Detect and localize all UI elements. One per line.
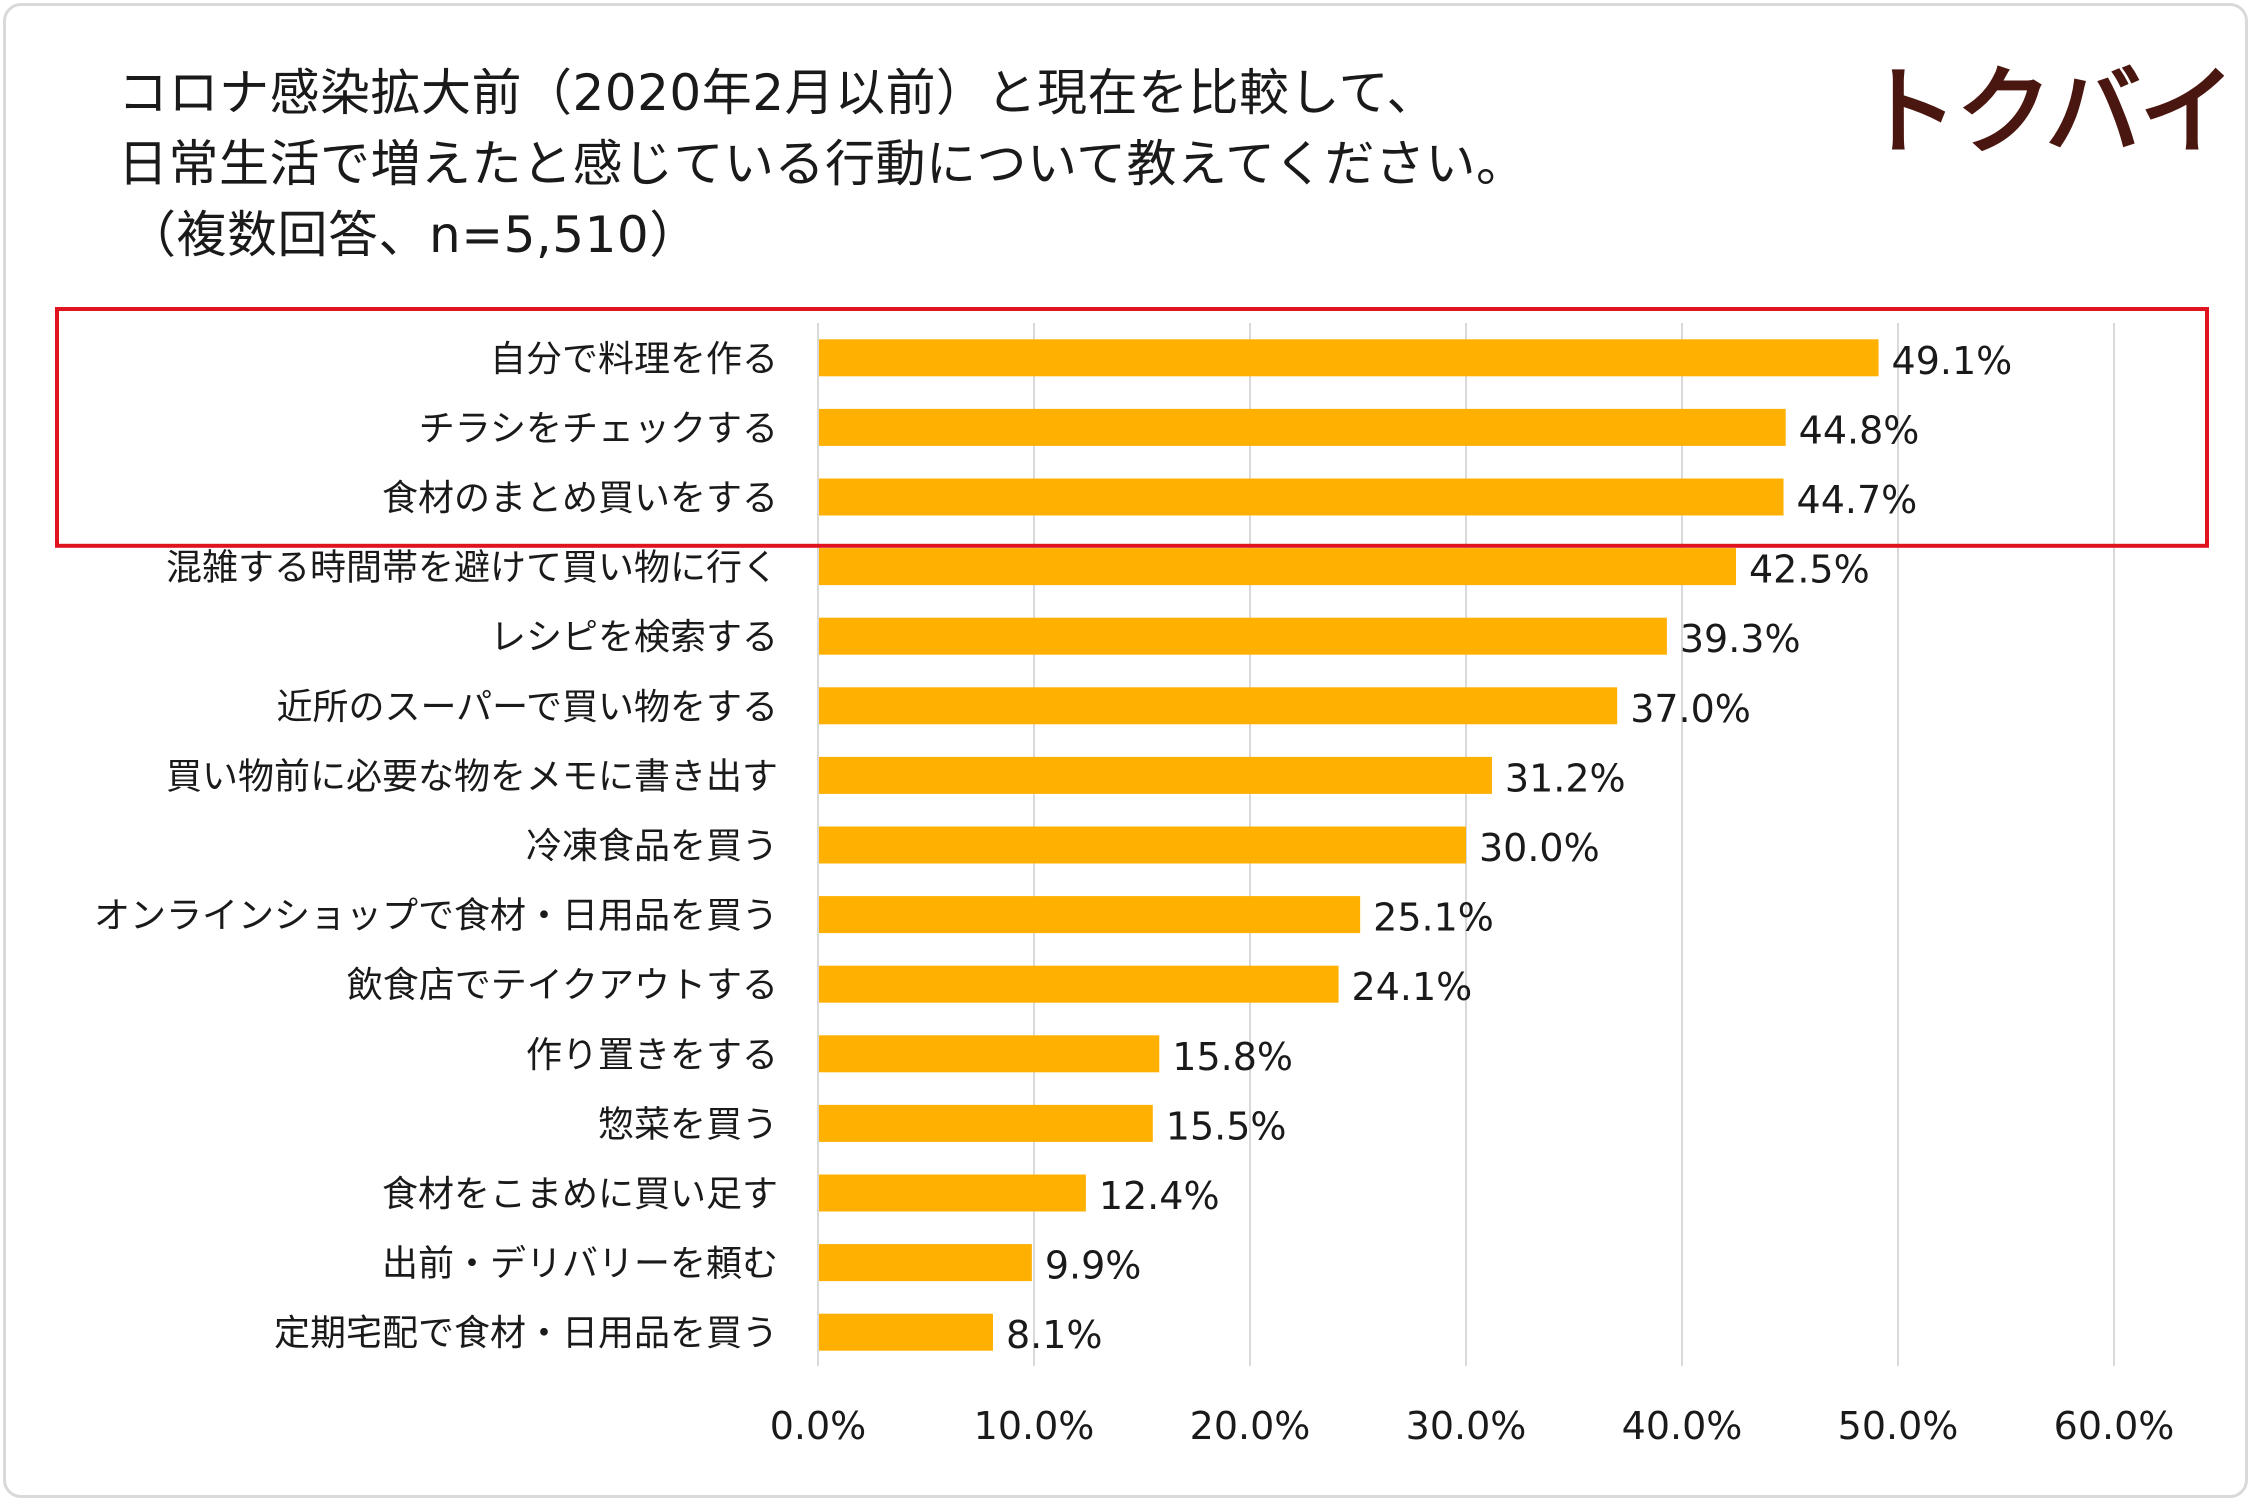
value-label: 44.8% xyxy=(1799,408,1920,452)
bar xyxy=(819,756,1492,794)
bar xyxy=(819,478,1784,516)
bar xyxy=(819,1035,1160,1073)
category-label: 冷凍食品を買う xyxy=(526,826,778,867)
x-tick-label: 30.0% xyxy=(1406,1404,1527,1448)
chart-title-line-3: （複数回答、n=5,510） xyxy=(126,206,700,264)
chart-title: コロナ感染拡大前（2020年2月以前）と現在を比較して、 日常生活で増えたと感じ… xyxy=(118,58,1527,271)
category-label: 定期宅配で食材・日用品を買う xyxy=(274,1313,778,1354)
category-label: オンラインショップで食材・日用品を買う xyxy=(94,896,778,937)
category-label: チラシをチェックする xyxy=(419,408,778,449)
chart-title-line-1: コロナ感染拡大前（2020年2月以前）と現在を比較して、 xyxy=(118,64,1438,122)
category-label: 食材のまとめ買いをする xyxy=(382,478,778,519)
category-label: 食材をこまめに買い足す xyxy=(382,1174,778,1215)
x-tick-label: 40.0% xyxy=(1622,1404,1743,1448)
value-label: 25.1% xyxy=(1373,896,1494,940)
bar xyxy=(819,687,1618,725)
category-label: 買い物前に必要な物をメモに書き出す xyxy=(166,756,778,797)
bar xyxy=(819,339,1879,377)
x-tick-label: 60.0% xyxy=(2054,1404,2175,1448)
category-label: 近所のスーパーで買い物をする xyxy=(277,687,778,728)
bar xyxy=(819,965,1339,1003)
highlight-box xyxy=(55,307,2209,548)
bar xyxy=(819,1244,1032,1282)
bar xyxy=(819,1104,1153,1142)
value-label: 8.1% xyxy=(1006,1313,1103,1357)
value-label: 12.4% xyxy=(1099,1174,1220,1218)
value-label: 30.0% xyxy=(1479,826,1600,870)
x-tick-label: 50.0% xyxy=(1838,1404,1959,1448)
value-label: 42.5% xyxy=(1749,548,1870,592)
bar xyxy=(819,617,1667,655)
bar xyxy=(819,408,1786,446)
bar xyxy=(819,826,1466,864)
category-label: 作り置きをする xyxy=(526,1035,778,1076)
value-label: 15.5% xyxy=(1166,1104,1287,1148)
chart-title-line-2: 日常生活で増えたと感じている行動について教えてください。 xyxy=(118,135,1527,193)
value-label: 44.7% xyxy=(1797,478,1918,522)
x-tick-label: 0.0% xyxy=(770,1404,867,1448)
bar xyxy=(819,896,1361,934)
chart-frame xyxy=(3,3,2248,1498)
category-label: 飲食店でテイクアウトする xyxy=(347,965,778,1006)
value-label: 9.9% xyxy=(1045,1244,1142,1288)
value-label: 39.3% xyxy=(1680,617,1801,661)
category-label: 混雑する時間帯を避けて買い物に行く xyxy=(166,548,778,589)
category-label: 出前・デリバリーを頼む xyxy=(382,1244,778,1285)
value-label: 31.2% xyxy=(1505,756,1626,800)
value-label: 24.1% xyxy=(1352,965,1473,1009)
bar xyxy=(819,1174,1086,1212)
bar xyxy=(819,548,1736,586)
bar xyxy=(819,1313,993,1351)
tokubai-logo: トクバイ xyxy=(1862,56,2235,168)
category-label: レシピを検索する xyxy=(490,617,778,658)
value-label: 49.1% xyxy=(1892,339,2013,383)
x-tick-label: 10.0% xyxy=(974,1404,1095,1448)
value-label: 37.0% xyxy=(1630,687,1751,731)
category-label: 自分で料理を作る xyxy=(490,339,778,380)
value-label: 15.8% xyxy=(1172,1035,1293,1079)
category-label: 惣菜を買う xyxy=(598,1104,778,1145)
x-tick-label: 20.0% xyxy=(1190,1404,1311,1448)
